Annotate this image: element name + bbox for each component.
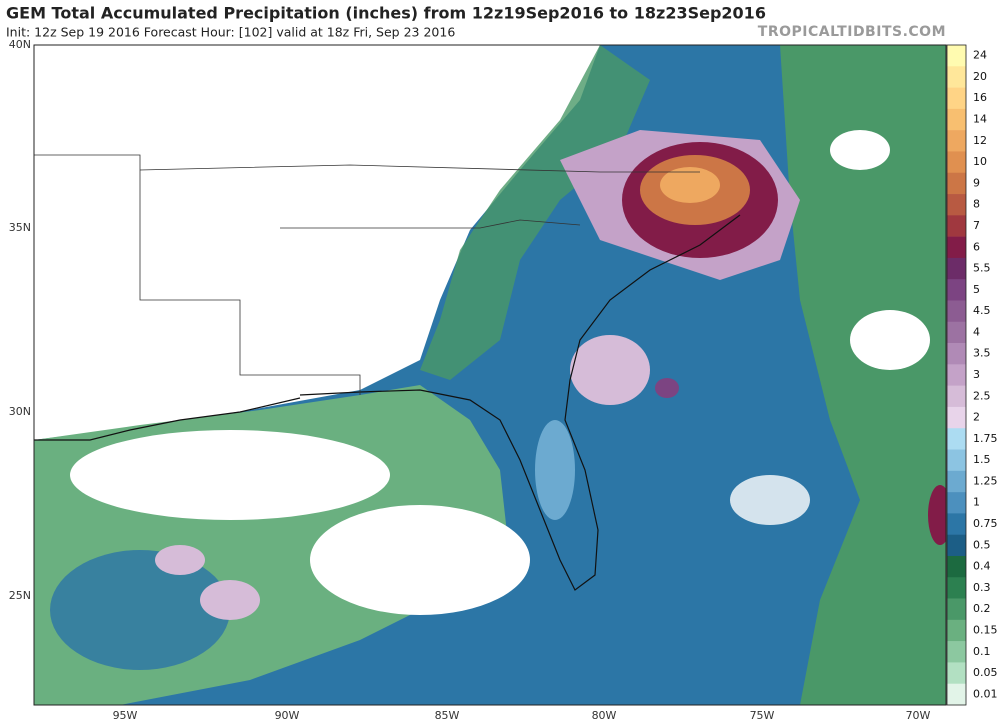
title: GEM Total Accumulated Precipitation (inc… [6, 4, 766, 23]
colorbar-label: 3 [973, 368, 980, 381]
colorbar-swatch [947, 598, 966, 621]
colorbar-swatch [947, 449, 966, 472]
colorbar-swatch [947, 577, 966, 599]
colorbar-label: 0.2 [973, 602, 991, 615]
colorbar-label: 0.5 [973, 538, 991, 551]
colorbar-swatch [947, 470, 966, 493]
colorbar-label: 16 [973, 91, 987, 104]
lon-label: 95W [113, 709, 138, 722]
colorbar-label: 8 [973, 198, 980, 211]
colorbar-label: 0.1 [973, 645, 991, 658]
colorbar-label: 4 [973, 325, 980, 338]
lon-label: 85W [435, 709, 460, 722]
colorbar: 24 20 16 14 12 10 9 8 7 6 5.5 5 4.5 4 3.5 3 2.5 2 1.75 1.5 1… [946, 44, 998, 706]
colorbar-swatch [947, 45, 966, 67]
colorbar-swatch [947, 172, 966, 195]
colorbar-swatch [947, 66, 966, 88]
colorbar-label: 0.4 [973, 560, 991, 573]
colorbar-swatch [947, 108, 966, 131]
colorbar-swatch [947, 257, 966, 280]
lat-label: 25N [9, 589, 31, 602]
colorbar-label: 0.01 [973, 687, 998, 700]
colorbar-label: 3.5 [973, 347, 991, 360]
lat-labels: 40N 35N 30N 25N [9, 38, 31, 602]
lat-label: 35N [9, 221, 31, 234]
lat-label: 40N [9, 38, 31, 51]
brand: TROPICALTIDBITS.COM [758, 24, 946, 40]
colorbar-label: 6 [973, 240, 980, 253]
colorbar-swatch [947, 555, 966, 578]
colorbar-label: 0.75 [973, 517, 998, 530]
colorbar-label: 0.3 [973, 581, 991, 594]
colorbar-label: 2.5 [973, 389, 991, 402]
lon-label: 90W [275, 709, 300, 722]
lon-label: 75W [750, 709, 775, 722]
colorbar-swatch [947, 364, 966, 386]
colorbar-swatch [947, 683, 966, 706]
colorbar-swatch [947, 194, 966, 216]
colorbar-swatch [947, 151, 966, 174]
colorbar-swatch [947, 513, 966, 535]
colorbar-swatch [947, 87, 966, 110]
colorbar-swatch [947, 385, 966, 408]
colorbar-swatch [947, 662, 966, 685]
lon-labels: 95W 90W 85W 80W 75W 70W [113, 709, 931, 722]
colorbar-swatch [947, 321, 966, 344]
colorbar-frame [946, 44, 967, 706]
colorbar-label: 9 [973, 176, 980, 189]
colorbar-swatch [947, 279, 966, 301]
subtitle: Init: 12z Sep 19 2016 Forecast Hour: [10… [6, 25, 455, 40]
colorbar-swatch [947, 130, 966, 152]
colorbar-label: 0.15 [973, 623, 998, 636]
colorbar-swatch [947, 619, 966, 642]
colorbar-label: 5.5 [973, 262, 991, 275]
colorbar-swatch [947, 300, 966, 323]
colorbar-label: 14 [973, 113, 987, 126]
colorbar-label: 1.25 [973, 474, 998, 487]
colorbar-label: 1.75 [973, 432, 998, 445]
colorbar-label: 1.5 [973, 453, 991, 466]
lon-label: 70W [906, 709, 931, 722]
colorbar-swatch [947, 641, 966, 663]
colorbar-swatch [947, 534, 966, 557]
lat-label: 30N [9, 405, 31, 418]
colorbar-label: 0.05 [973, 666, 998, 679]
colorbar-label: 5 [973, 283, 980, 296]
map-frame [33, 44, 947, 706]
colorbar-label: 1 [973, 496, 980, 509]
colorbar-swatch [947, 406, 966, 429]
colorbar-label: 7 [973, 219, 980, 232]
colorbar-label: 10 [973, 155, 987, 168]
colorbar-swatch [947, 215, 966, 237]
colorbar-swatch [947, 492, 966, 514]
colorbar-swatch [947, 236, 966, 259]
precip-map [34, 45, 946, 705]
colorbar-swatch [947, 428, 966, 450]
colorbar-label: 24 [973, 49, 987, 62]
lon-label: 80W [592, 709, 617, 722]
colorbar-label: 2 [973, 411, 980, 424]
colorbar-label: 20 [973, 70, 987, 83]
colorbar-label: 4.5 [973, 304, 991, 317]
colorbar-swatch [947, 343, 966, 365]
colorbar-label: 12 [973, 134, 987, 147]
